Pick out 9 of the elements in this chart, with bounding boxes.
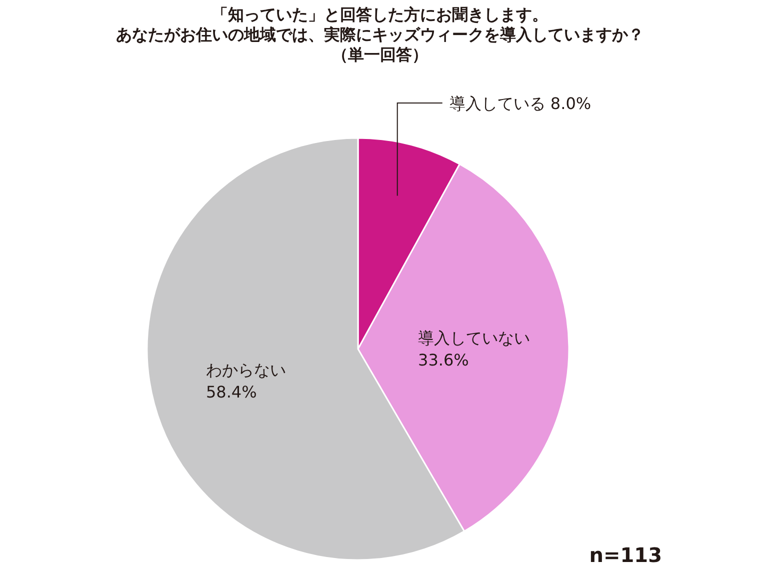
- data-label: 33.6%: [418, 350, 469, 370]
- data-label: 58.4%: [206, 382, 257, 402]
- text: （単一回答）: [332, 45, 428, 64]
- text: n=113: [589, 543, 662, 567]
- slice-label: わからない: [206, 360, 286, 380]
- chart-subtitle: あなたがお住いの地域では、実際にキッズウィークを導入していますか？: [116, 25, 644, 44]
- slice-label: 導入している 8.0%: [449, 94, 592, 113]
- chart-title: 「知っていた」と回答した方にお聞きします。: [212, 5, 548, 24]
- slice-label: 導入していない: [418, 328, 530, 348]
